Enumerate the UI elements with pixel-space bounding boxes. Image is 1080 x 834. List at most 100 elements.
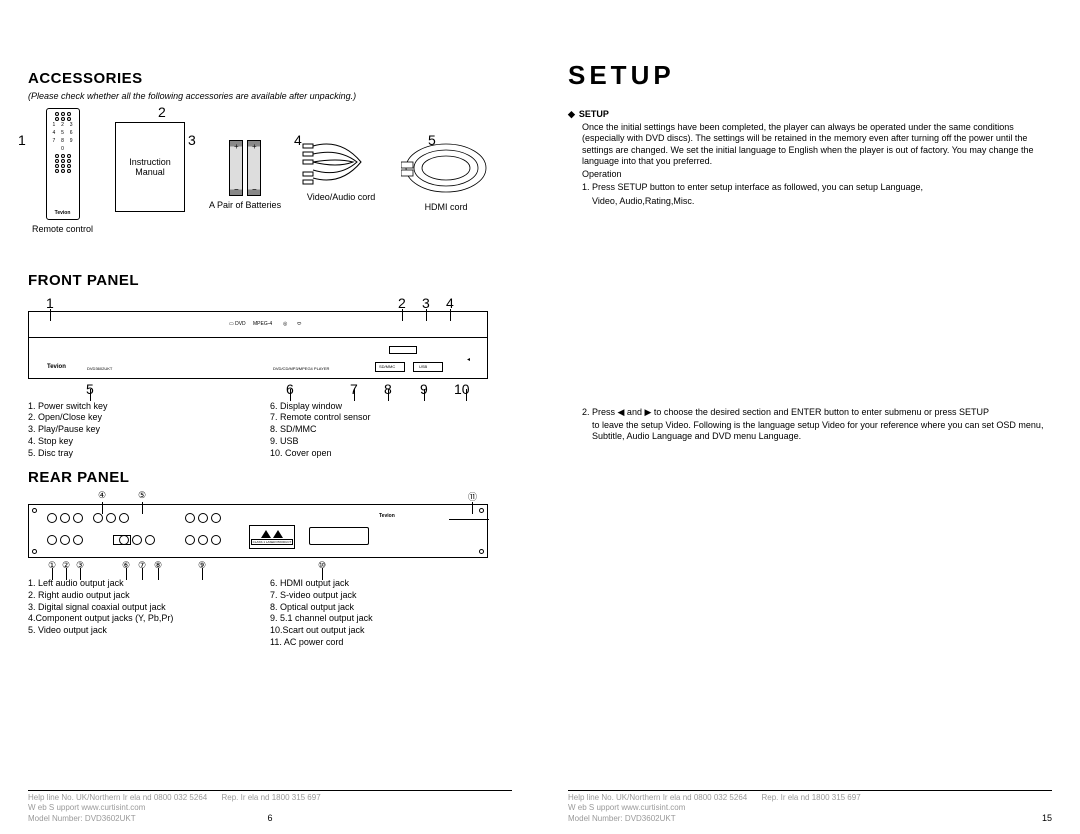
- fp-legend-left: 1. Power switch key 2. Open/Close key 3.…: [28, 401, 270, 459]
- rp-leg-6: 6. HDMI output jack: [270, 578, 512, 590]
- footer-rep: Rep. Ir ela nd 1800 315 697: [221, 793, 320, 802]
- avcord-icon: [301, 138, 381, 188]
- rp-t5: ⑤: [138, 490, 146, 501]
- setup-step1b: Video, Audio,Rating,Misc.: [592, 196, 1052, 207]
- display-window-icon: [389, 346, 417, 354]
- rp-leg-10: 10.Scart out output jack: [270, 625, 512, 637]
- rp-leg-5: 5. Video output jack: [28, 625, 270, 637]
- rp-b10: ⑩: [318, 560, 326, 571]
- rear-panel-diagram: ④ ⑤ ⑪ CLASS 1 LASER PRODUCT: [28, 490, 512, 574]
- footer-r-helpline: Help line No. UK/Northern Ir ela nd 0800…: [568, 793, 747, 802]
- accessories-row: 1 2 3 4 5 123 456 789 0 Tevion Remote co…: [28, 108, 512, 258]
- fp-leg-4: 4. Stop key: [28, 436, 270, 448]
- rp-b2: ②: [62, 560, 70, 571]
- panel-desc: DVD/CD/MP3/MPEG4 PLAYER: [273, 366, 329, 371]
- rp-legend-left: 1. Left audio output jack 2. Right audio…: [28, 578, 270, 648]
- front-panel-diagram: 1 2 3 4 ▭ DVD MPEG-4 ◎ ⬭ Tevion DVD3602U…: [28, 295, 512, 397]
- scart-icon: [309, 527, 369, 545]
- rp-legend-right: 6. HDMI output jack 7. S-video output ja…: [270, 578, 512, 648]
- accessories-note: (Please check whether all the following …: [28, 91, 512, 102]
- fp-leg-6: 6. Display window: [270, 401, 512, 413]
- acc-manual: Instruction Manual: [115, 122, 185, 212]
- warning-label: CLASS 1 LASER PRODUCT: [249, 525, 295, 549]
- fp-botnum-5: 5: [86, 381, 94, 397]
- rp-leg-9: 9. 5.1 channel output jack: [270, 613, 512, 625]
- rp-b3: ③: [76, 560, 84, 571]
- setup-step2b: to leave the setup Video. Following is t…: [592, 420, 1052, 443]
- fp-leg-2: 2. Open/Close key: [28, 412, 270, 424]
- front-panel-heading: FRONT PANEL: [28, 272, 512, 289]
- acc-num-3: 3: [188, 132, 196, 148]
- fp-leg-1: 1. Power switch key: [28, 401, 270, 413]
- footer-model: Model Number: DVD3602UKT: [28, 814, 136, 823]
- acc-num-1: 1: [18, 132, 26, 148]
- setup-step1a: 1. Press SETUP button to enter setup int…: [582, 182, 1052, 193]
- footer-right: Help line No. UK/Northern Ir ela nd 0800…: [568, 790, 1052, 824]
- laser-warning-text: CLASS 1 LASER PRODUCT: [251, 539, 294, 545]
- acc-avcord: Video/Audio cord: [301, 138, 381, 202]
- usb-slot-icon: [413, 362, 443, 372]
- fp-botnum-6: 6: [286, 381, 294, 397]
- batteries-icon: [229, 140, 261, 196]
- sd-label: SD/MMC: [379, 364, 395, 369]
- acc-remote-label: Remote control: [32, 224, 93, 234]
- setup-sub: SETUP: [568, 109, 1052, 120]
- footer-web: W eb S upport www.curtisint.com: [28, 803, 145, 812]
- footer-r-web: W eb S upport www.curtisint.com: [568, 803, 685, 812]
- hdmi-icon: [401, 138, 491, 198]
- panel-model: DVD3602UKT: [87, 366, 112, 371]
- rp-leg-1: 1. Left audio output jack: [28, 578, 270, 590]
- fp-botnum-9: 9: [420, 381, 428, 397]
- footer-r-rep: Rep. Ir ela nd 1800 315 697: [761, 793, 860, 802]
- fp-leg-8: 8. SD/MMC: [270, 424, 512, 436]
- rear-panel-legend: 1. Left audio output jack 2. Right audio…: [28, 578, 512, 648]
- manual-text: Instruction Manual: [129, 157, 171, 177]
- manual-icon: Instruction Manual: [115, 122, 185, 212]
- setup-step2a: 2. Press ◀ and ▶ to choose the desired s…: [582, 407, 1052, 418]
- fp-leg-7: 7. Remote control sensor: [270, 412, 512, 424]
- ac-cord-icon: [449, 519, 489, 520]
- rp-b9: ⑨: [198, 560, 206, 571]
- fp-botnum-10: 10: [454, 381, 470, 397]
- fp-leg-10: 10. Cover open: [270, 448, 512, 460]
- rear-panel-heading: REAR PANEL: [28, 469, 512, 486]
- rp-b7: ⑦: [138, 560, 146, 571]
- footer-r-model: Model Number: DVD3602UKT: [568, 814, 676, 823]
- acc-num-2: 2: [158, 104, 166, 120]
- cover-open-icon: ◂: [467, 356, 470, 363]
- rp-b6: ⑥: [122, 560, 130, 571]
- fp-botnum-7: 7: [350, 381, 358, 397]
- rear-brand: Tevion: [379, 513, 395, 519]
- fp-leg-5: 5. Disc tray: [28, 448, 270, 460]
- acc-hdmi-label: HDMI cord: [425, 202, 468, 212]
- rp-b1: ①: [48, 560, 56, 571]
- rp-t4: ④: [98, 490, 106, 501]
- footer-left: Help line No. UK/Northern Ir ela nd 0800…: [28, 790, 512, 824]
- rear-panel-box: CLASS 1 LASER PRODUCT Tevion: [28, 504, 488, 558]
- rp-leg-11: 11. AC power cord: [270, 637, 512, 649]
- acc-avcord-label: Video/Audio cord: [307, 192, 375, 202]
- acc-hdmi: HDMI cord: [401, 138, 491, 212]
- rp-leg-2: 2. Right audio output jack: [28, 590, 270, 602]
- front-panel-box: ▭ DVD MPEG-4 ◎ ⬭ Tevion DVD3602UKT DVD/C…: [28, 311, 488, 379]
- rp-leg-7: 7. S-video output jack: [270, 590, 512, 602]
- operation-label: Operation: [582, 169, 1052, 180]
- page-right: SETUP SETUP Once the initial settings ha…: [540, 0, 1080, 834]
- footer-page: 6: [267, 813, 272, 825]
- acc-batteries-label: A Pair of Batteries: [209, 200, 281, 210]
- fp-legend-right: 6. Display window 7. Remote control sens…: [270, 401, 512, 459]
- setup-heading: SETUP: [568, 60, 1052, 91]
- acc-batteries: A Pair of Batteries: [209, 140, 281, 210]
- acc-remote: 123 456 789 0 Tevion Remote control: [32, 108, 93, 234]
- panel-brand: Tevion: [47, 364, 66, 370]
- accessories-heading: ACCESSORIES: [28, 70, 512, 87]
- rp-leg-8: 8. Optical output jack: [270, 602, 512, 614]
- rp-leg-4: 4.Component output jacks (Y, Pb,Pr): [28, 613, 270, 625]
- remote-icon: 123 456 789 0 Tevion: [46, 108, 80, 220]
- rp-b8: ⑧: [154, 560, 162, 571]
- setup-para1: Once the initial settings have been comp…: [582, 122, 1052, 167]
- page-left: ACCESSORIES (Please check whether all th…: [0, 0, 540, 834]
- fp-leg-9: 9. USB: [270, 436, 512, 448]
- fp-leg-3: 3. Play/Pause key: [28, 424, 270, 436]
- usb-label: USB: [419, 364, 427, 369]
